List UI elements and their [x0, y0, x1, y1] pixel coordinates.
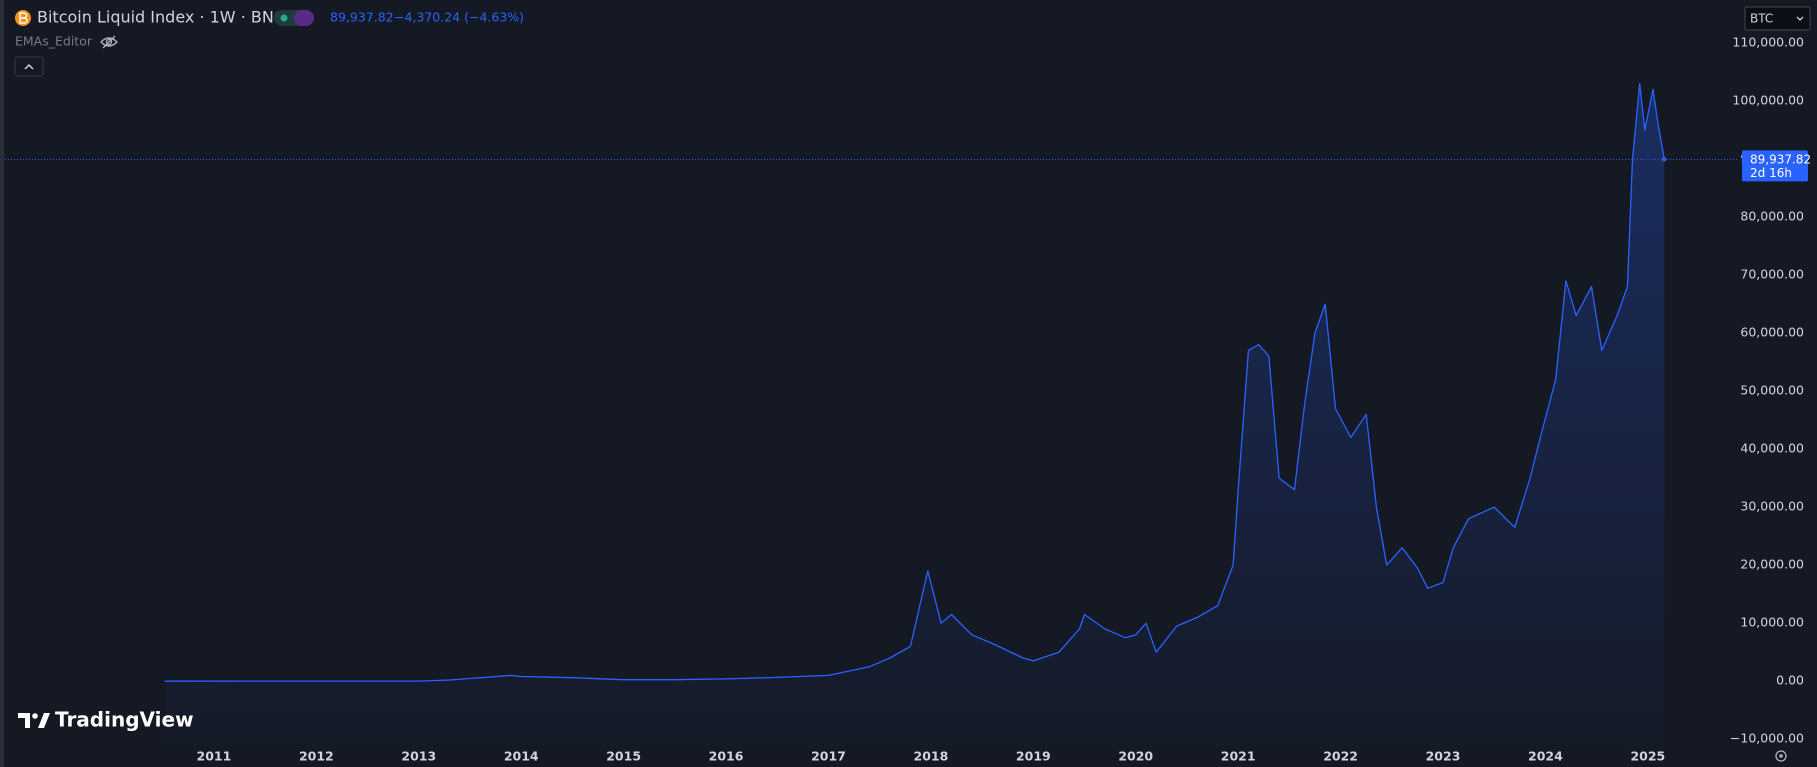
price-line [164, 82, 1665, 682]
price-tag-label: 89,937.82 [1750, 152, 1811, 166]
collapse-button[interactable] [14, 56, 44, 77]
visibility-icon[interactable] [100, 35, 118, 49]
x-tick-label: 2025 [1630, 749, 1665, 764]
settings-icon[interactable] [1775, 750, 1787, 762]
x-tick-label: 2023 [1426, 749, 1461, 764]
x-tick-label: 2024 [1528, 749, 1563, 764]
y-tick-label: 50,000.00 [1740, 383, 1804, 398]
y-tick-label: 110,000.00 [1732, 34, 1804, 49]
indicator-name: EMAs_Editor [15, 34, 93, 49]
y-tick-label: 10,000.00 [1740, 615, 1804, 630]
x-tick-label: 2017 [811, 749, 846, 764]
x-tick-label: 2018 [914, 749, 949, 764]
x-tick-label: 2013 [401, 749, 436, 764]
y-tick-label: 80,000.00 [1740, 209, 1804, 224]
left-border [0, 0, 4, 767]
y-tick-label: 70,000.00 [1740, 267, 1804, 282]
x-tick-label: 2011 [197, 749, 232, 764]
x-tick-label: 2020 [1118, 749, 1153, 764]
x-tick-label: 2021 [1221, 749, 1256, 764]
x-tick-label: 2014 [504, 749, 539, 764]
y-tick-label: 40,000.00 [1740, 441, 1804, 456]
y-tick-label: 100,000.00 [1732, 92, 1804, 107]
toggle-pill-right [294, 10, 314, 26]
y-tick-label: 60,000.00 [1740, 325, 1804, 340]
symbol-select[interactable] [1744, 6, 1811, 31]
collapse-chevron [24, 63, 34, 70]
x-tick-label: 2015 [606, 749, 641, 764]
y-tick-label: 30,000.00 [1740, 499, 1804, 514]
area-fill [164, 83, 1665, 746]
select-arrow [1796, 16, 1804, 21]
price-change: −4,370.24 (−4.63%) [394, 10, 524, 25]
symbol-icon-glyph [19, 12, 28, 24]
plot-area [5, 82, 1738, 746]
brand-logo [18, 713, 50, 728]
x-tick-label: 2019 [1016, 749, 1051, 764]
settings-icon-center [1779, 754, 1783, 758]
price-tag-countdown: 2d 16h [1750, 166, 1792, 180]
x-tick-label: 2012 [299, 749, 334, 764]
y-tick-label: −10,000.00 [1730, 731, 1804, 746]
brand-name: TradingView [55, 708, 194, 732]
last-price: 89,937.82 [330, 10, 394, 25]
toggle-dot [280, 14, 288, 22]
y-tick-label: 20,000.00 [1740, 557, 1804, 572]
chart-title: Bitcoin Liquid Index · 1W · BNC [37, 8, 285, 27]
x-tick-label: 2022 [1323, 749, 1358, 764]
price-tag [1742, 150, 1808, 182]
x-tick-label: 2016 [709, 749, 744, 764]
symbol-select-label: BTC [1750, 12, 1773, 26]
y-tick-label: 0.00 [1776, 673, 1804, 688]
